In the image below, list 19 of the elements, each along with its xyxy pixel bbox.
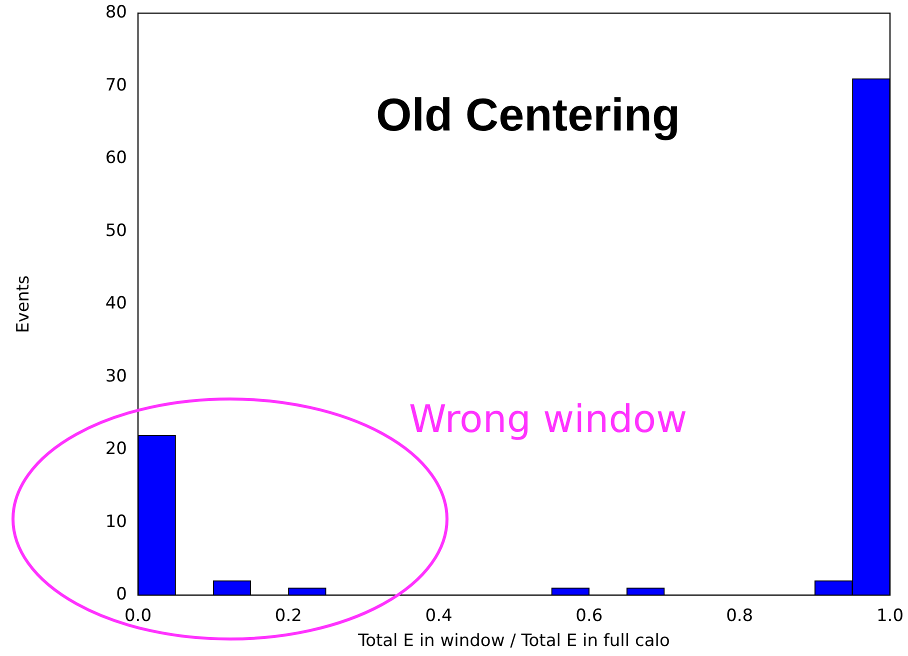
y-tick-label: 80 [105, 2, 127, 23]
x-axis-title: Total E in window / Total E in full calo [357, 631, 670, 652]
x-tick-label: 0.6 [576, 606, 603, 626]
y-tick-label: 0 [116, 584, 127, 605]
y-tick-label: 10 [105, 512, 127, 532]
y-tick-label: 60 [105, 148, 127, 168]
x-tick-label: 0.8 [726, 606, 754, 626]
y-tick-label: 50 [105, 220, 127, 241]
x-tick-label: 0.0 [124, 606, 152, 626]
y-tick-label: 30 [105, 366, 127, 386]
y-tick-label: 20 [105, 439, 127, 460]
x-tick-label: 1.0 [876, 606, 904, 626]
annotation: Wrong window [408, 396, 688, 441]
text: Old Centering [376, 88, 680, 141]
y-axis-title: Events [14, 275, 34, 333]
y-tick-label: 70 [105, 75, 127, 96]
y-tick-label: 40 [105, 294, 127, 314]
x-tick-label: 0.2 [274, 606, 302, 626]
x-tick-label: 0.4 [425, 606, 452, 626]
